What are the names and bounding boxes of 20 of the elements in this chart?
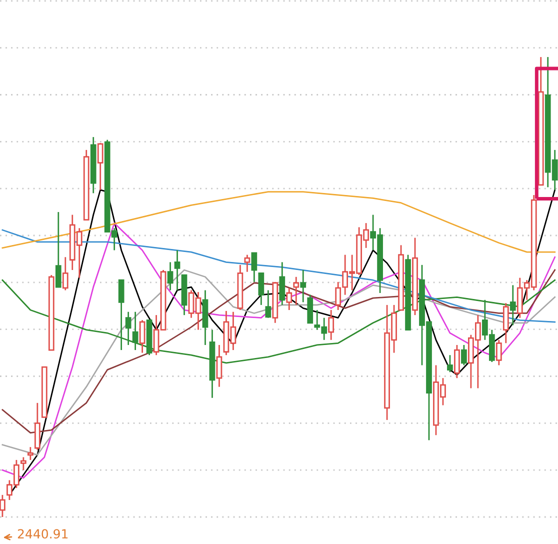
candlestick [510, 284, 516, 326]
candlestick [20, 456, 26, 471]
candlestick [328, 309, 334, 341]
candlestick [286, 287, 292, 311]
candlestick [293, 276, 300, 306]
candlestick [27, 446, 34, 461]
candlestick [139, 319, 146, 354]
candlestick [209, 329, 216, 399]
candlestick [502, 302, 509, 344]
candlestick [202, 290, 208, 346]
candlestick [174, 250, 180, 291]
candlestick [300, 269, 306, 303]
candlestick [167, 261, 174, 291]
candlestick [125, 311, 132, 346]
text: 2440.91 [18, 529, 68, 539]
candlestick [90, 136, 96, 194]
candlestick [279, 261, 286, 306]
candlestick [34, 402, 40, 451]
candlestick [132, 311, 138, 351]
candlestick [216, 344, 222, 388]
